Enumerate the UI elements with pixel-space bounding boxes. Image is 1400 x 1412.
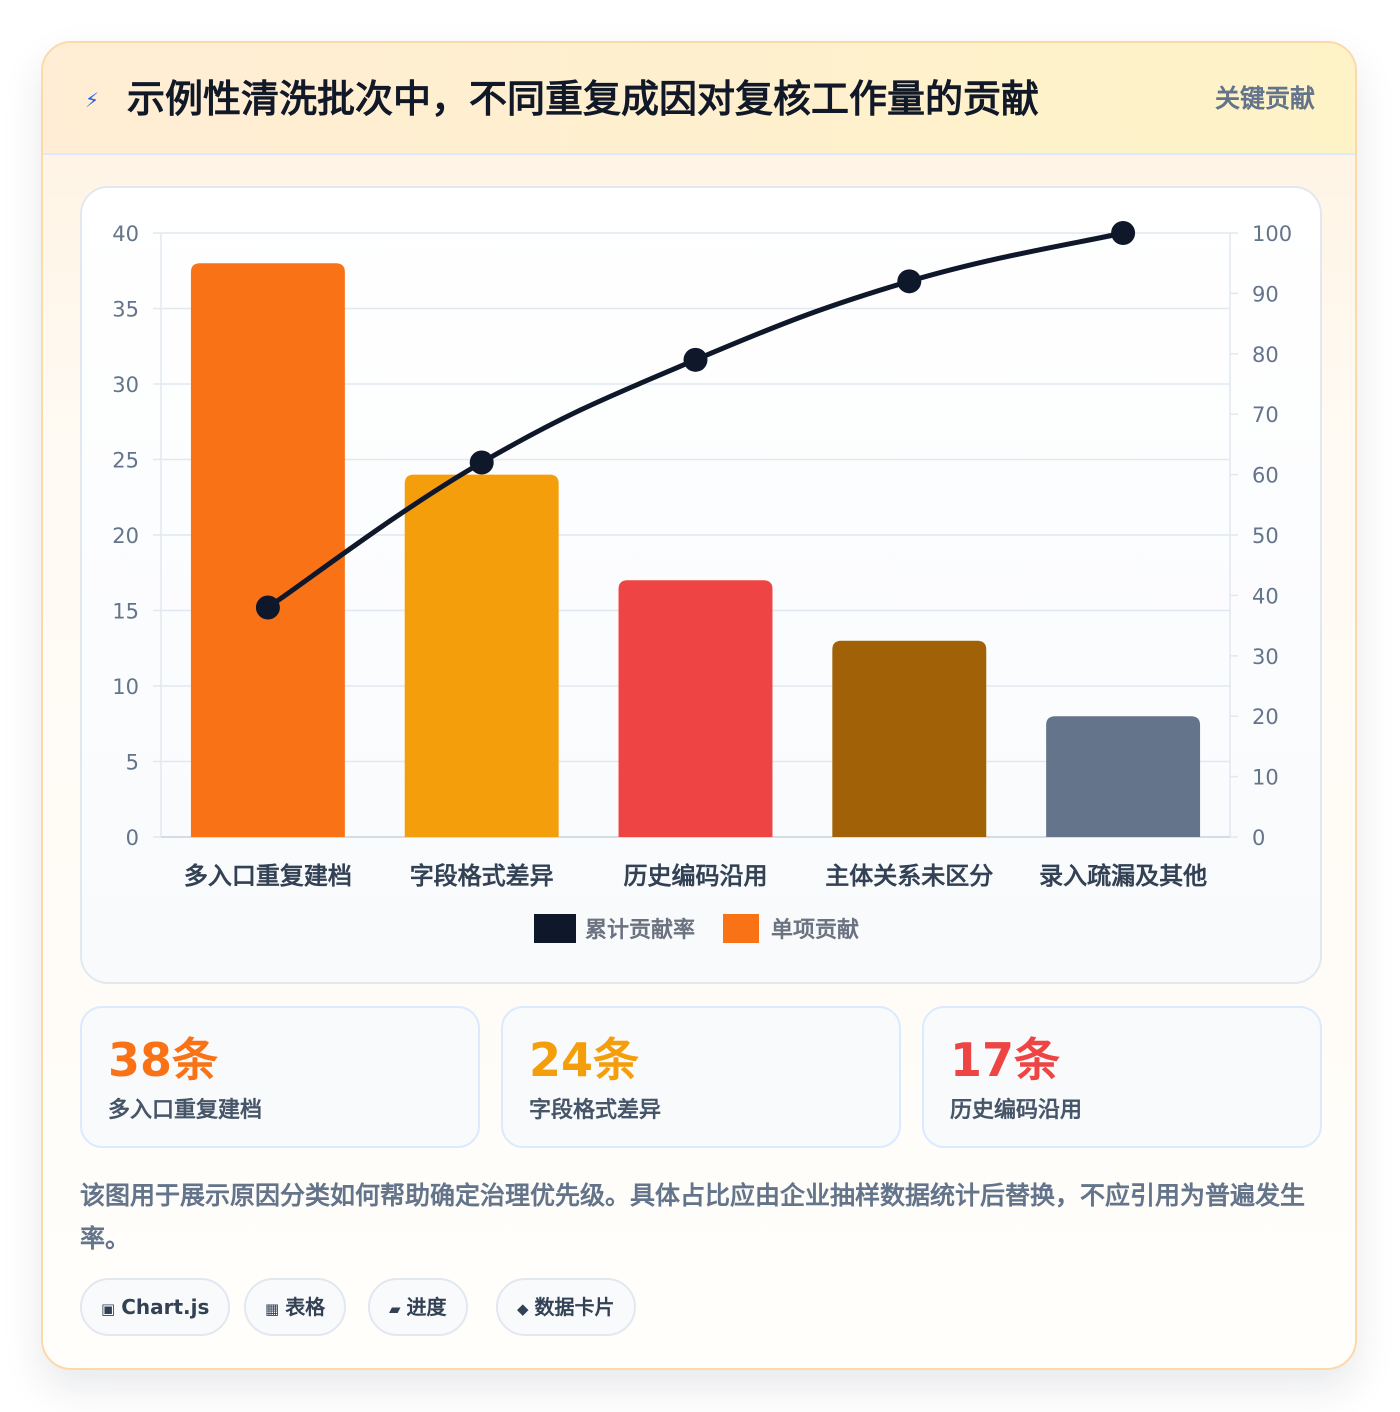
- y-tick-label: 0: [126, 826, 139, 850]
- x-category-label: 主体关系未区分: [825, 862, 993, 890]
- chart-card: ⚡ 示例性清洗批次中，不同重复成因对复核工作量的贡献 关键贡献 0 5 10 15 20…: [41, 41, 1357, 1370]
- tag-progress[interactable]: ▰ 进度: [368, 1278, 468, 1336]
- legend[interactable]: 累计贡献率 单项贡献: [534, 914, 859, 943]
- cumulative-line: [255, 221, 1136, 620]
- table-icon: ▦: [265, 1300, 280, 1318]
- cumulative-point: [1111, 221, 1136, 245]
- stat-value: 38条: [108, 1033, 219, 1087]
- y2-tick-label: 100: [1252, 222, 1292, 246]
- stat-label: 字段格式差异: [529, 1098, 662, 1123]
- tag-chartjs[interactable]: ▣ Chart.js: [80, 1278, 231, 1336]
- category-labels: 多入口重复建档 字段格式差异 历史编码沿用 主体关系未区分 录入疏漏及其他: [184, 862, 1207, 890]
- y-tick-label: 10: [112, 675, 139, 699]
- x-category-label: 多入口重复建档: [184, 862, 352, 890]
- legend-label: 单项贡献: [771, 917, 859, 943]
- y-tick-label: 20: [112, 524, 139, 548]
- x-category-label: 录入疏漏及其他: [1039, 862, 1207, 890]
- y2-tick-label: 50: [1252, 524, 1279, 548]
- stat-card-1: 38条 多入口重复建档: [80, 1006, 480, 1148]
- chart-panel: 0 5 10 15 20 25 30 35 40 0 10 20 30 40 50 60 70 80 90 100 …: [80, 186, 1322, 984]
- stat-label: 多入口重复建档: [108, 1098, 263, 1123]
- stat-card-2: 24条 字段格式差异: [501, 1006, 901, 1148]
- legend-swatch: [723, 914, 759, 943]
- y2-tick-label: 80: [1252, 343, 1279, 367]
- stat-card-3: 17条 历史编码沿用: [922, 1006, 1322, 1148]
- lightning-icon: ⚡: [85, 88, 100, 112]
- tag-label: Chart.js: [121, 1295, 210, 1319]
- bar: [832, 640, 987, 837]
- left-axis-ticks: 0 5 10 15 20 25 30 35 40: [112, 222, 139, 850]
- y-tick-label: 5: [126, 751, 139, 775]
- y2-tick-label: 10: [1252, 766, 1279, 790]
- legend-swatch: [534, 914, 576, 943]
- y2-tick-label: 60: [1252, 464, 1279, 488]
- tag-label: 数据卡片: [534, 1295, 615, 1319]
- cumulative-line-path: [265, 230, 1126, 610]
- stat-value: 17条: [950, 1033, 1061, 1087]
- y2-tick-label: 90: [1252, 282, 1279, 306]
- bar: [404, 474, 559, 837]
- cumulative-point: [683, 347, 708, 372]
- y2-tick-label: 0: [1252, 826, 1265, 850]
- bar: [190, 263, 345, 837]
- y2-tick-label: 40: [1252, 584, 1279, 608]
- cumulative-point: [897, 269, 922, 294]
- bar: [618, 580, 773, 837]
- right-axis-ticks: 0 10 20 30 40 50 60 70 80 90 100: [1252, 222, 1292, 850]
- cumulative-point: [255, 595, 280, 620]
- bar: [1046, 716, 1201, 837]
- header-badge: 关键贡献: [1214, 84, 1315, 113]
- chart-note: 该图用于展示原因分类如何帮助确定治理优先级。具体占比应由企业抽样数据统计后替换，…: [80, 1181, 1306, 1253]
- x-category-label: 字段格式差异: [410, 862, 554, 890]
- stat-value: 24条: [529, 1033, 640, 1087]
- bars: [190, 263, 1201, 837]
- y-tick-label: 25: [112, 449, 139, 473]
- tag-label: 进度: [406, 1295, 447, 1319]
- y-tick-label: 30: [112, 373, 139, 397]
- y2-tick-label: 30: [1252, 645, 1279, 669]
- y2-tick-label: 20: [1252, 705, 1279, 729]
- progress-icon: ▰: [389, 1300, 401, 1318]
- x-category-label: 历史编码沿用: [624, 862, 768, 890]
- tag-table[interactable]: ▦ 表格: [244, 1278, 347, 1336]
- y-tick-label: 15: [112, 600, 139, 624]
- cumulative-point: [469, 450, 494, 475]
- card-header: ⚡ 示例性清洗批次中，不同重复成因对复核工作量的贡献 关键贡献: [43, 43, 1355, 155]
- card-title: 示例性清洗批次中，不同重复成因对复核工作量的贡献: [127, 77, 1040, 121]
- tag-data-card[interactable]: ◆ 数据卡片: [496, 1278, 636, 1336]
- y-tick-label: 40: [112, 222, 139, 246]
- stat-label: 历史编码沿用: [950, 1098, 1083, 1123]
- diamond-icon: ◆: [517, 1300, 529, 1318]
- legend-label: 累计贡献率: [585, 917, 695, 943]
- y-tick-label: 35: [112, 298, 139, 322]
- chart-icon: ▣: [101, 1300, 116, 1318]
- y2-tick-label: 70: [1252, 403, 1279, 427]
- tag-label: 表格: [285, 1295, 326, 1319]
